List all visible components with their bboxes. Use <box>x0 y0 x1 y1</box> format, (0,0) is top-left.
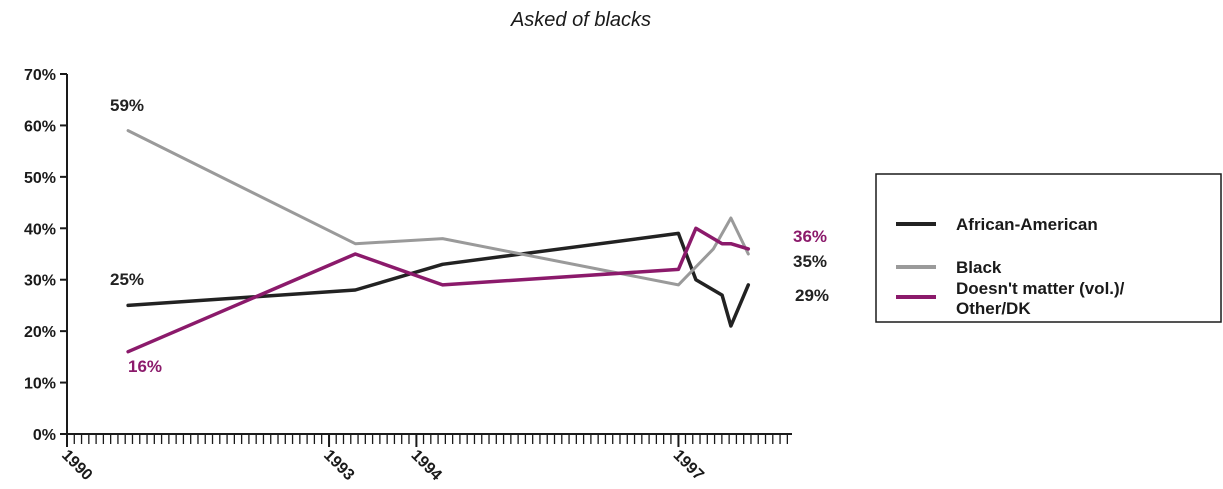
data-label: 16% <box>128 357 162 376</box>
x-tick-label: 1993 <box>320 447 357 484</box>
legend-label-african-american: African-American <box>956 215 1098 234</box>
y-tick-label: 40% <box>24 221 56 238</box>
data-label: 29% <box>795 286 829 305</box>
series-line-black <box>126 129 750 287</box>
legend-label-doesnt-matter-line2: Other/DK <box>956 299 1031 318</box>
x-tick-label: 1994 <box>408 447 445 484</box>
x-tick-label: 1997 <box>670 447 707 484</box>
legend-label-doesnt-matter-line1: Doesn't matter (vol.)/ <box>956 279 1125 298</box>
data-label: 25% <box>110 270 144 289</box>
x-tick-label: 1990 <box>58 447 95 484</box>
legend-label-black: Black <box>956 258 1002 277</box>
data-label: 35% <box>793 252 827 271</box>
y-tick-label: 60% <box>24 118 56 135</box>
y-tick-label: 20% <box>24 324 56 341</box>
y-axis: 0% 10% 20% 30% 40% 50% 60% 70% <box>24 67 68 444</box>
x-axis: 1990 1993 1994 1997 <box>58 433 792 484</box>
y-tick-label: 10% <box>24 376 56 393</box>
series-lines <box>126 129 751 354</box>
y-tick-label: 50% <box>24 170 56 187</box>
chart-title: Asked of blacks <box>510 9 651 31</box>
y-tick-label: 0% <box>33 427 56 444</box>
legend: African-American Black Doesn't matter (v… <box>875 173 1222 323</box>
legend-box <box>875 173 1222 323</box>
data-label: 36% <box>793 227 827 246</box>
y-tick-label: 30% <box>24 273 56 290</box>
data-label: 59% <box>110 96 144 115</box>
y-tick-label: 70% <box>24 67 56 84</box>
series-line-african-american <box>126 231 751 328</box>
data-labels: 59% 25% 16% 36% 35% 29% <box>110 96 829 376</box>
series-line-doesnt-matter <box>126 226 751 354</box>
